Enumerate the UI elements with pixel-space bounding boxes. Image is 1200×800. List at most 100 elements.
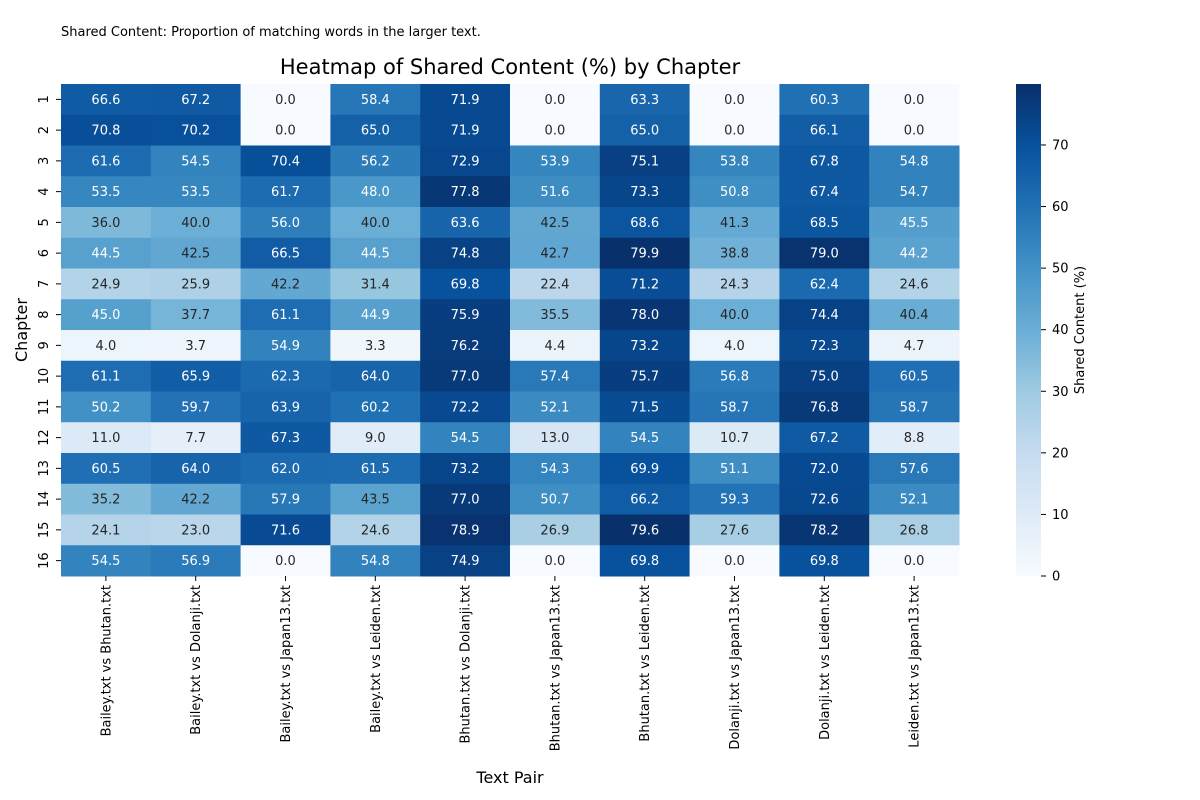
cell-value-label: 54.3 [540,462,569,477]
heatmap-cell [779,422,870,454]
heatmap-cell [330,545,421,577]
heatmap-cell [150,145,242,177]
cell-value-label: 40.4 [900,308,929,323]
cell-value-label: 73.3 [630,185,659,200]
heatmap-cell [599,330,691,362]
y-tick-label: 13 [37,460,52,477]
heatmap-cell [420,237,511,269]
cell-value-label: 24.1 [91,523,120,538]
cell-value-label: 68.5 [810,216,839,231]
heatmap-cell [510,453,601,485]
heatmap-cell [150,176,242,208]
cell-value-label: 61.7 [271,185,300,200]
cell-value-label: 78.2 [810,523,839,538]
cell-value-label: 0.0 [904,554,925,569]
heatmap-cell [61,114,152,146]
cell-value-label: 4.4 [545,339,566,354]
cell-value-label: 60.3 [810,93,839,108]
heatmap-cell [689,453,780,485]
heatmap-cell [599,114,691,146]
cell-value-label: 54.9 [271,339,300,354]
heatmap-cell [869,422,960,454]
cell-value-label: 62.3 [271,370,300,385]
cell-value-label: 50.7 [540,493,569,508]
cell-value-label: 10.7 [720,431,749,446]
cell-value-label: 36.0 [91,216,120,231]
cell-value-label: 67.2 [181,93,210,108]
colorbar-tick-label: 60 [1052,200,1069,215]
heatmap-cell [420,514,511,546]
heatmap-cell [510,391,601,423]
cell-value-label: 51.6 [540,185,569,200]
heatmap-cell [510,114,601,146]
heatmap-cell [599,84,691,116]
heatmap-cell [420,84,511,116]
chart-title: Heatmap of Shared Content (%) by Chapter [280,55,741,79]
heatmap-cell [240,84,331,116]
cell-value-label: 66.2 [630,493,659,508]
cell-value-label: 76.8 [810,400,839,415]
heatmap-cell [240,176,331,208]
cell-value-label: 63.3 [630,93,659,108]
heatmap-cell [510,207,601,239]
heatmap-cell [869,391,960,423]
heatmap-cell [689,545,780,577]
cell-value-label: 61.5 [361,462,390,477]
heatmap-cell [869,545,960,577]
cell-value-label: 72.0 [810,462,839,477]
cell-value-label: 42.5 [540,216,569,231]
cell-value-label: 4.7 [904,339,925,354]
y-tick-label: 2 [37,126,52,134]
colorbar-tick-label: 70 [1052,138,1069,153]
cell-value-label: 78.9 [451,523,480,538]
cell-value-label: 0.0 [545,554,566,569]
cell-value-label: 38.8 [720,247,749,262]
heatmap-cell [869,237,960,269]
heatmap-cell [150,207,242,239]
heatmap-cell [240,299,331,331]
heatmap-cell [61,360,152,392]
heatmap-cell [689,330,780,362]
heatmap-cell [869,299,960,331]
cell-value-label: 53.9 [540,154,569,169]
cell-value-label: 40.0 [181,216,210,231]
cell-value-label: 25.9 [181,277,210,292]
x-tick-label: Bhutan.txt vs Dolanji.txt [459,585,474,743]
cell-value-label: 69.8 [630,554,659,569]
cell-value-label: 75.9 [451,308,480,323]
heatmap-cell [689,84,780,116]
cell-value-label: 3.3 [365,339,386,354]
heatmap-cell [599,391,691,423]
cell-value-label: 61.1 [91,370,120,385]
heatmap-cell [330,145,421,177]
cell-value-label: 73.2 [451,462,480,477]
cell-value-label: 79.6 [630,523,659,538]
heatmap-cell [779,514,870,546]
x-tick-label: Bhutan.txt vs Japan13.txt [548,585,563,751]
cell-value-label: 11.0 [91,431,120,446]
heatmap-cell [779,453,870,485]
heatmap-cell [689,268,780,300]
cell-value-label: 70.4 [271,154,300,169]
heatmap-cell [61,483,152,515]
cell-value-label: 63.9 [271,400,300,415]
x-tick-label: Bhutan.txt vs Leiden.txt [638,585,653,742]
heatmap-cell [869,330,960,362]
heatmap-cell [779,176,870,208]
heatmap-cell [61,422,152,454]
cell-value-label: 77.0 [451,493,480,508]
cell-value-label: 67.2 [810,431,839,446]
heatmap-cell [330,268,421,300]
cell-value-label: 0.0 [724,554,745,569]
cell-value-label: 50.8 [720,185,749,200]
cell-value-label: 0.0 [724,93,745,108]
cell-value-label: 24.6 [900,277,929,292]
cell-value-label: 63.6 [451,216,480,231]
figure-note: Shared Content: Proportion of matching w… [61,25,481,40]
heatmap-cell [510,483,601,515]
heatmap-cell [510,422,601,454]
y-tick-label: 11 [37,399,52,416]
heatmap-cell [420,299,511,331]
heatmap-cell [779,391,870,423]
